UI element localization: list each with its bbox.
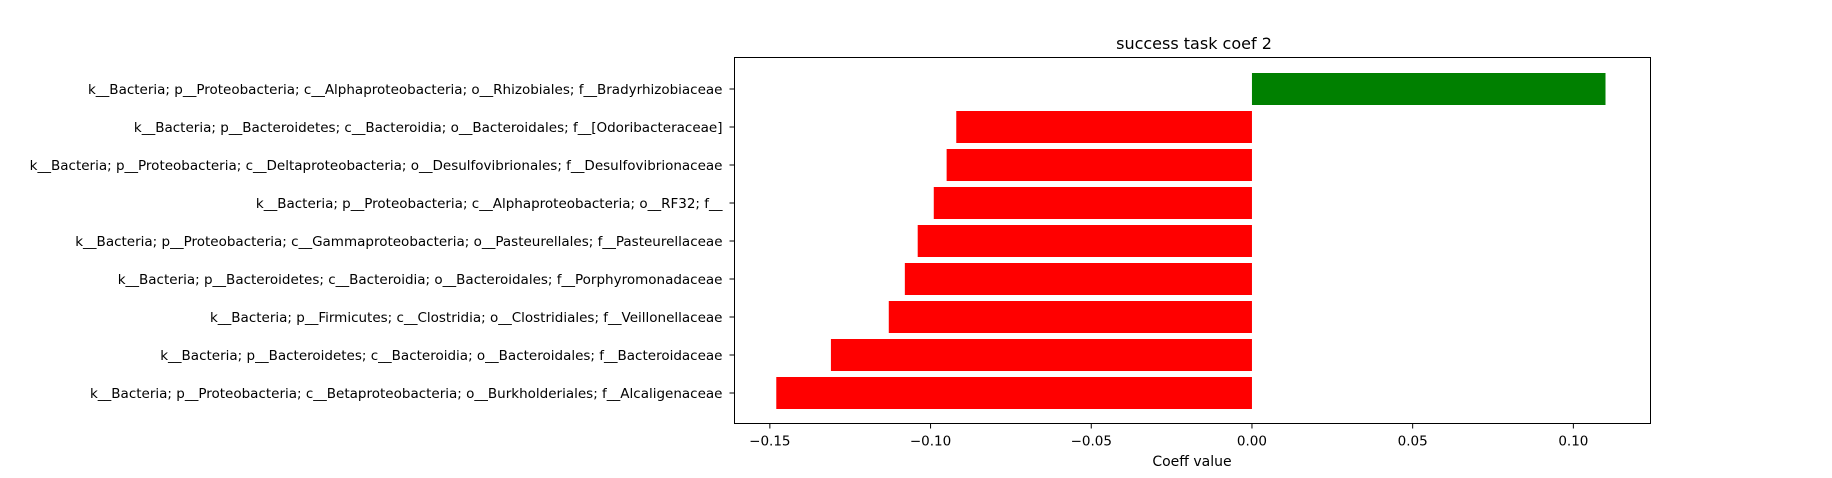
bar-3	[933, 187, 1252, 219]
x-tick-label-2: −0.05	[1071, 434, 1112, 450]
y-tick-label-0: k__Bacteria; p__Proteobacteria; c__Alpha…	[88, 82, 723, 98]
y-tick-label-7: k__Bacteria; p__Bacteroidetes; c__Bacter…	[160, 348, 722, 364]
bar-8	[776, 377, 1252, 409]
y-tick-label-6: k__Bacteria; p__Firmicutes; c__Clostridi…	[210, 310, 723, 326]
bars-group	[776, 73, 1606, 409]
y-tick-label-2: k__Bacteria; p__Proteobacteria; c__Delta…	[30, 158, 723, 174]
y-tick-labels-group: k__Bacteria; p__Proteobacteria; c__Alpha…	[30, 82, 735, 402]
bar-4	[917, 225, 1252, 257]
bar-2	[946, 149, 1252, 181]
bar-7	[830, 339, 1252, 371]
y-tick-label-4: k__Bacteria; p__Proteobacteria; c__Gamma…	[75, 234, 722, 250]
x-tick-label-1: −0.10	[910, 434, 951, 450]
y-tick-label-5: k__Bacteria; p__Bacteroidetes; c__Bacter…	[118, 272, 723, 288]
bar-5	[904, 263, 1252, 295]
x-tick-label-3: 0.00	[1237, 434, 1267, 450]
bar-1	[956, 111, 1252, 143]
x-tick-label-0: −0.15	[749, 434, 790, 450]
y-tick-label-3: k__Bacteria; p__Proteobacteria; c__Alpha…	[256, 196, 723, 212]
bar-6	[888, 301, 1252, 333]
x-tick-label-4: 0.05	[1398, 434, 1428, 450]
chart-title: success task coef 2	[1116, 34, 1272, 53]
x-axis-label: Coeff value	[1152, 454, 1231, 470]
y-tick-label-1: k__Bacteria; p__Bacteroidetes; c__Bacter…	[134, 120, 723, 136]
x-ticks-group: −0.15 −0.10 −0.05 0.00 0.05 0.10	[749, 423, 1588, 450]
bar-0	[1251, 73, 1606, 105]
plot-area-frame	[734, 57, 1651, 424]
y-tick-label-8: k__Bacteria; p__Proteobacteria; c__Betap…	[90, 386, 723, 402]
x-tick-label-5: 0.10	[1558, 434, 1588, 450]
